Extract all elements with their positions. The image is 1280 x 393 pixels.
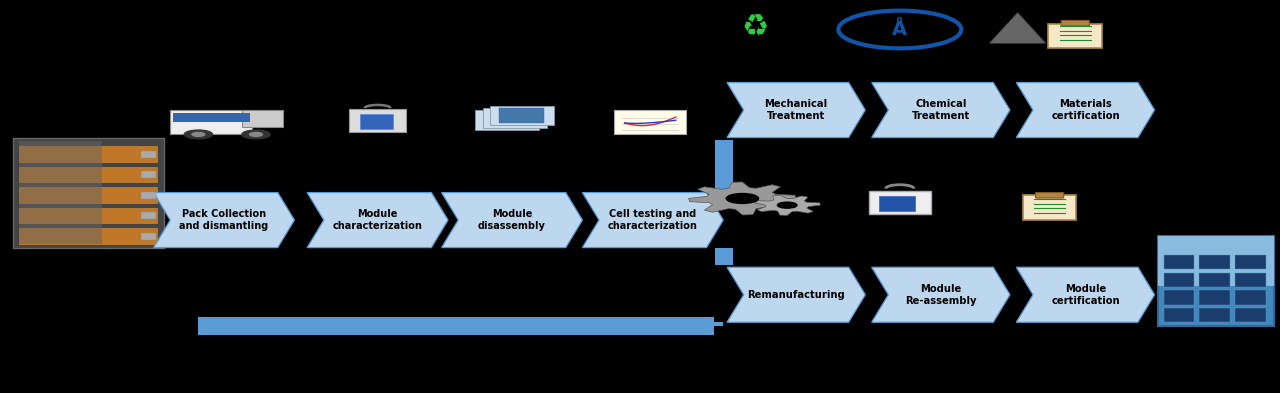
Text: Cell testing and
characterization: Cell testing and characterization	[608, 209, 698, 231]
FancyBboxPatch shape	[1164, 290, 1194, 305]
FancyBboxPatch shape	[349, 109, 406, 132]
FancyBboxPatch shape	[19, 187, 157, 203]
Text: Materials
certification: Materials certification	[1051, 99, 1120, 121]
Text: ♻: ♻	[741, 13, 769, 42]
FancyBboxPatch shape	[483, 108, 547, 128]
FancyBboxPatch shape	[1199, 255, 1230, 269]
FancyBboxPatch shape	[141, 212, 156, 219]
Polygon shape	[872, 267, 1010, 322]
Polygon shape	[442, 193, 582, 248]
FancyBboxPatch shape	[475, 110, 539, 130]
FancyBboxPatch shape	[490, 106, 554, 125]
FancyBboxPatch shape	[19, 167, 157, 182]
Polygon shape	[727, 267, 865, 322]
Polygon shape	[689, 182, 796, 215]
Polygon shape	[872, 83, 1010, 138]
FancyBboxPatch shape	[614, 110, 686, 134]
Polygon shape	[755, 195, 820, 215]
Circle shape	[184, 130, 212, 139]
FancyBboxPatch shape	[1199, 273, 1230, 287]
FancyBboxPatch shape	[1235, 255, 1266, 269]
Text: Module
certification: Module certification	[1051, 284, 1120, 305]
Circle shape	[192, 132, 205, 136]
Text: Chemical
Treatment: Chemical Treatment	[911, 99, 970, 121]
Text: Module
disassembly: Module disassembly	[477, 209, 547, 231]
FancyBboxPatch shape	[173, 113, 250, 122]
Circle shape	[777, 202, 797, 208]
Text: Module
Re-assembly: Module Re-assembly	[905, 284, 977, 305]
FancyBboxPatch shape	[499, 108, 544, 123]
FancyBboxPatch shape	[19, 141, 102, 244]
FancyBboxPatch shape	[360, 114, 393, 129]
Polygon shape	[1016, 267, 1155, 322]
FancyBboxPatch shape	[1235, 290, 1266, 305]
FancyBboxPatch shape	[1023, 195, 1076, 220]
Text: Mechanical
Treatment: Mechanical Treatment	[764, 99, 828, 121]
FancyBboxPatch shape	[1158, 236, 1274, 285]
FancyBboxPatch shape	[1048, 24, 1102, 48]
Polygon shape	[307, 193, 448, 248]
FancyBboxPatch shape	[141, 171, 156, 178]
Polygon shape	[727, 83, 865, 138]
Circle shape	[250, 132, 262, 136]
FancyBboxPatch shape	[19, 146, 157, 162]
Circle shape	[242, 130, 270, 139]
FancyBboxPatch shape	[1164, 308, 1194, 322]
FancyBboxPatch shape	[141, 151, 156, 158]
Text: Pack Collection
and dismantling: Pack Collection and dismantling	[179, 209, 269, 231]
Polygon shape	[989, 13, 1046, 43]
FancyBboxPatch shape	[1199, 308, 1230, 322]
Polygon shape	[154, 193, 294, 248]
FancyBboxPatch shape	[1158, 236, 1274, 326]
Polygon shape	[1016, 83, 1155, 138]
FancyBboxPatch shape	[1061, 20, 1089, 26]
FancyBboxPatch shape	[141, 192, 156, 199]
Text: Å: Å	[892, 20, 908, 39]
FancyBboxPatch shape	[141, 233, 156, 240]
Text: Remanufacturing: Remanufacturing	[748, 290, 845, 300]
FancyBboxPatch shape	[1164, 273, 1194, 287]
FancyBboxPatch shape	[13, 138, 164, 248]
FancyBboxPatch shape	[242, 110, 283, 127]
Circle shape	[726, 193, 759, 204]
FancyBboxPatch shape	[484, 113, 529, 127]
FancyBboxPatch shape	[1036, 193, 1064, 198]
FancyBboxPatch shape	[1235, 273, 1266, 287]
FancyBboxPatch shape	[492, 111, 536, 125]
FancyBboxPatch shape	[879, 196, 915, 211]
FancyBboxPatch shape	[1164, 255, 1194, 269]
FancyBboxPatch shape	[1235, 308, 1266, 322]
Text: Module
characterization: Module characterization	[333, 209, 422, 231]
FancyBboxPatch shape	[170, 110, 252, 134]
Polygon shape	[582, 193, 723, 248]
FancyBboxPatch shape	[19, 208, 157, 223]
FancyBboxPatch shape	[1199, 290, 1230, 305]
FancyBboxPatch shape	[19, 228, 157, 244]
FancyBboxPatch shape	[869, 191, 931, 214]
